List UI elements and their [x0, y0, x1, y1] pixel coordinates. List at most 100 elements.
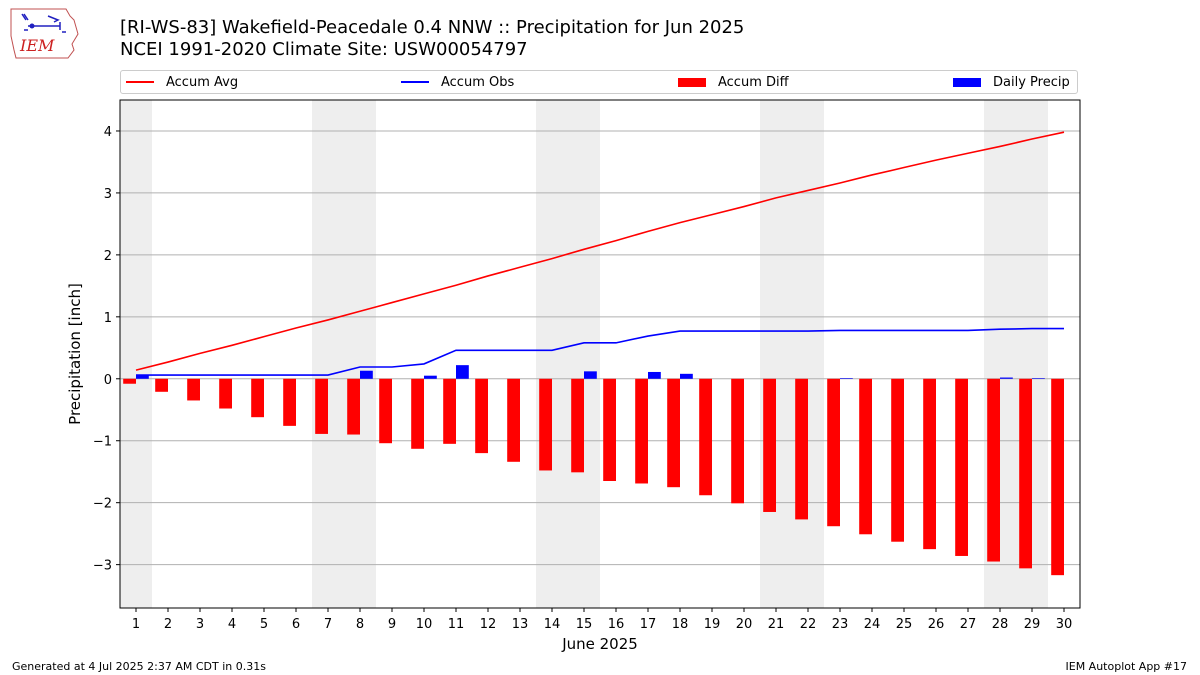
accum-diff-bar: [891, 378, 904, 542]
y-tick-label: −1: [93, 435, 112, 450]
chart-subtitle: NCEI 1991-2020 Climate Site: USW00054797: [120, 39, 528, 60]
daily-precip-bar: [1000, 377, 1013, 379]
y-tick-label: 4: [104, 125, 112, 140]
accum-diff-bar: [667, 378, 680, 488]
accum-diff-bar: [379, 378, 392, 444]
accum-diff-bar: [411, 378, 424, 449]
daily-precip-bar: [360, 370, 373, 379]
accum-diff-bar: [315, 378, 328, 434]
daily-precip-bar: [456, 365, 469, 379]
legend-swatch: [678, 77, 706, 87]
accum-diff-bar: [763, 378, 776, 512]
x-tick-label: 26: [928, 617, 945, 632]
y-tick-label: 1: [104, 311, 112, 326]
x-tick-label: 28: [992, 617, 1009, 632]
accum-diff-bar: [1019, 378, 1032, 569]
daily-precip-bar: [680, 373, 693, 379]
x-tick-label: 2: [164, 617, 172, 632]
accum-diff-bar: [827, 378, 840, 527]
x-tick-label: 11: [448, 617, 465, 632]
accum-diff-bar: [123, 378, 136, 384]
plot-frame: [119, 99, 1081, 609]
x-tick-label: 19: [704, 617, 721, 632]
legend-item-daily-precip: Daily Precip: [953, 71, 1070, 93]
x-tick-label: 14: [544, 617, 561, 632]
y-tick-label: −2: [93, 497, 112, 512]
accum-diff-bar: [731, 378, 744, 504]
weekend-shading: [760, 100, 824, 608]
x-tick-label: 7: [324, 617, 332, 632]
accum-diff-bar: [603, 378, 616, 481]
accum-diff-bar: [251, 378, 264, 418]
y-axis-label: Precipitation [inch]: [66, 283, 84, 425]
legend-swatch: [401, 81, 429, 83]
legend-label: Daily Precip: [993, 74, 1070, 90]
accum-diff-bar: [155, 378, 168, 392]
accum-diff-bar: [955, 378, 968, 556]
accum-diff-bar: [443, 378, 456, 444]
x-tick-label: 8: [356, 617, 364, 632]
weekend-shading: [312, 100, 376, 608]
accum-diff-bar: [987, 378, 1000, 562]
x-tick-label: 17: [640, 617, 657, 632]
x-tick-label: 15: [576, 617, 593, 632]
x-tick-label: 24: [864, 617, 881, 632]
x-tick-label: 4: [228, 617, 236, 632]
footer-app: IEM Autoplot App #17: [1065, 660, 1188, 673]
x-tick-label: 18: [672, 617, 689, 632]
x-tick-label: 9: [388, 617, 396, 632]
x-tick-label: 3: [196, 617, 204, 632]
daily-precip-bar: [840, 378, 853, 379]
daily-precip-bar: [584, 371, 597, 379]
x-axis-label: June 2025: [561, 635, 638, 653]
accum-diff-bar: [571, 378, 584, 473]
x-tick-label: 20: [736, 617, 753, 632]
weekend-shading: [536, 100, 600, 608]
accum-diff-bar: [507, 378, 520, 462]
daily-precip-bar: [1032, 378, 1045, 379]
chart-title: [RI-WS-83] Wakefield-Peacedale 0.4 NNW :…: [120, 17, 745, 38]
x-tick-label: 13: [512, 617, 529, 632]
y-tick-label: 3: [104, 187, 112, 202]
svg-text:IEM: IEM: [19, 36, 55, 55]
accum-obs-line: [136, 327, 1064, 376]
x-tick-label: 16: [608, 617, 625, 632]
accum-diff-bar: [539, 378, 552, 471]
y-tick-label: 2: [104, 249, 112, 264]
accum-diff-bar: [475, 378, 488, 454]
accum-diff-bar: [187, 378, 200, 401]
accum-diff-bar: [283, 378, 296, 426]
iem-logo: IEM: [10, 8, 79, 59]
accum-diff-bar: [795, 378, 808, 520]
legend-item-accum-obs: Accum Obs: [401, 71, 514, 93]
x-tick-label: 25: [896, 617, 913, 632]
accum-diff-bar: [859, 378, 872, 535]
x-tick-label: 22: [800, 617, 817, 632]
daily-precip-bar: [424, 375, 437, 379]
x-tick-label: 12: [480, 617, 497, 632]
x-tick-label: 10: [416, 617, 433, 632]
x-tick-label: 29: [1024, 617, 1041, 632]
x-tick-label: 27: [960, 617, 977, 632]
legend-item-accum-avg: Accum Avg: [126, 71, 238, 93]
legend-item-accum-diff: Accum Diff: [678, 71, 789, 93]
y-tick-label: 0: [104, 373, 112, 388]
accum-diff-bar: [923, 378, 936, 550]
accum-diff-bar: [699, 378, 712, 496]
x-tick-label: 1: [132, 617, 140, 632]
x-tick-label: 5: [260, 617, 268, 632]
legend-label: Accum Diff: [718, 74, 789, 90]
x-tick-label: 30: [1056, 617, 1073, 632]
x-tick-label: 6: [292, 617, 300, 632]
accum-diff-bar: [635, 378, 648, 484]
daily-precip-bar: [648, 371, 661, 379]
accum-diff-bar: [347, 378, 360, 435]
accum-avg-line: [135, 131, 1065, 371]
accum-diff-bar: [1051, 378, 1064, 576]
x-tick-label: 23: [832, 617, 849, 632]
footer-generated: Generated at 4 Jul 2025 2:37 AM CDT in 0…: [12, 660, 266, 673]
legend-label: Accum Obs: [441, 74, 515, 90]
legend-swatch: [126, 81, 154, 83]
daily-precip-bar: [136, 375, 149, 379]
